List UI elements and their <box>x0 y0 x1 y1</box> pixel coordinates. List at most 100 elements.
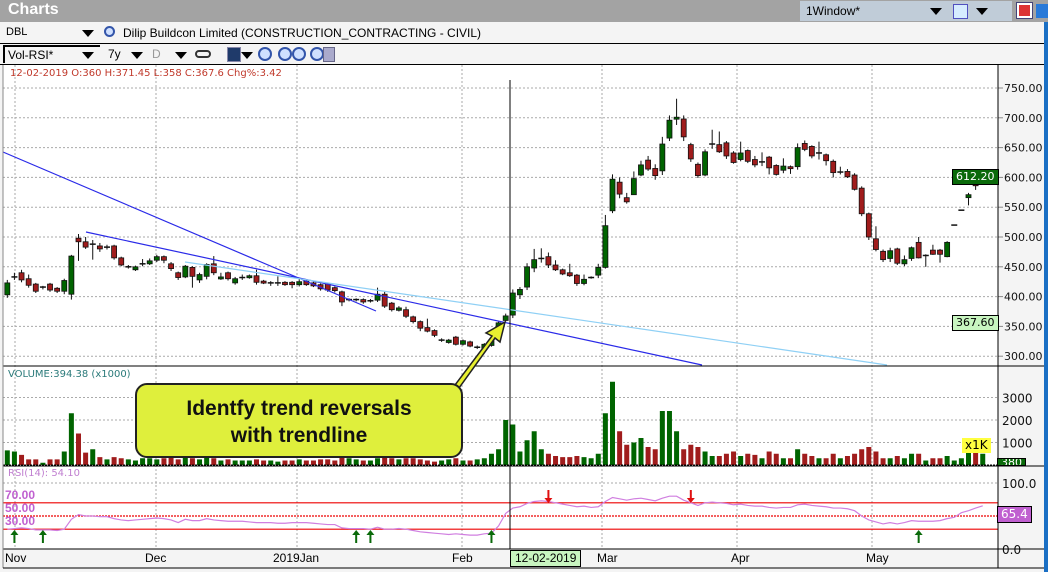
candle <box>47 283 53 291</box>
volume-bar <box>545 453 551 465</box>
volume-bar <box>147 458 153 465</box>
rsi-tick-label: 100.0 <box>1002 477 1036 491</box>
rsi-last-tag: 65.4 <box>997 506 1032 523</box>
volume-bar <box>61 451 67 465</box>
link-icon[interactable] <box>195 50 211 58</box>
chevron-down-icon[interactable] <box>82 30 94 37</box>
volume-bar <box>909 453 915 465</box>
candle <box>460 340 466 345</box>
candle <box>146 260 153 265</box>
zoom-in-icon[interactable] <box>258 47 272 61</box>
chevron-down-icon[interactable] <box>82 52 94 59</box>
volume-bar <box>980 453 986 465</box>
volume-bar <box>859 449 865 465</box>
volume-bar <box>638 438 644 465</box>
candle <box>168 263 174 269</box>
volume-bar <box>951 460 957 465</box>
candle <box>865 213 872 238</box>
volume-bar <box>239 460 245 465</box>
volume-bar <box>254 459 259 465</box>
candle <box>780 165 787 171</box>
rsi-line <box>7 495 983 536</box>
chevron-down-icon[interactable] <box>175 52 187 59</box>
volume-bar <box>723 453 729 465</box>
candle <box>360 299 367 303</box>
symbol-input[interactable]: DBL <box>6 26 28 38</box>
candle <box>801 143 808 150</box>
date-label-jan: 2019Jan <box>273 551 320 565</box>
volume-bar <box>873 451 879 465</box>
candle <box>111 245 117 259</box>
annotation-callout[interactable]: Identfy trend reversals with trendline <box>135 383 463 458</box>
candle <box>851 174 858 190</box>
candle <box>574 274 580 284</box>
ohlc-readout: 12-02-2019 O:360 H:371.45 L:358 C:367.6 … <box>10 68 282 79</box>
volume-bar <box>894 456 900 465</box>
volume-bar <box>930 458 936 465</box>
volume-bar <box>966 449 971 465</box>
candle <box>823 154 829 162</box>
volume-bar <box>90 449 96 465</box>
candle <box>182 265 189 278</box>
chevron-down-icon[interactable] <box>131 52 143 59</box>
app-title: Charts <box>8 1 59 18</box>
volume-bar <box>389 458 395 465</box>
volume-bar <box>617 431 623 465</box>
rsi-level-30: 30.00 <box>5 514 36 528</box>
candle <box>289 281 296 286</box>
volume-bar <box>830 453 836 465</box>
volume-bar <box>631 442 637 465</box>
volume-bar <box>339 454 345 465</box>
volume-bar <box>154 459 160 465</box>
candle <box>666 119 673 139</box>
search-icon[interactable] <box>104 26 115 37</box>
candle <box>808 146 815 157</box>
volume-bar <box>944 456 950 465</box>
candle <box>203 264 210 277</box>
volume-bar <box>802 453 808 465</box>
volume-bar <box>674 431 680 465</box>
volume-bar <box>282 460 288 465</box>
volume-bar <box>4 450 10 465</box>
chart-type-icon[interactable] <box>227 47 241 62</box>
rsi-level-50: 50.00 <box>5 501 36 515</box>
candle <box>374 293 381 301</box>
volume-bar <box>901 458 907 465</box>
volume-bar <box>54 459 60 465</box>
zoom-area-icon[interactable] <box>292 47 306 61</box>
volume-bar <box>446 459 452 465</box>
volume-bar <box>118 458 124 465</box>
volume-bar <box>716 456 722 465</box>
interval-select[interactable]: D <box>152 47 161 61</box>
volume-bar <box>182 456 188 465</box>
chevron-down-icon[interactable] <box>241 52 253 59</box>
volume-bar <box>296 459 302 465</box>
volume-bar <box>453 458 459 465</box>
layout-icon[interactable] <box>953 4 968 19</box>
candle <box>246 275 253 279</box>
volume-bar <box>40 462 46 465</box>
candle <box>752 159 758 166</box>
period-select[interactable]: 7y <box>108 47 121 61</box>
trendline-light <box>184 261 888 366</box>
window-select[interactable]: 1Window* <box>800 1 1012 21</box>
zoom-out-icon[interactable] <box>278 47 292 61</box>
volume-bar <box>574 456 580 465</box>
settings-icon[interactable] <box>323 47 335 62</box>
candle <box>880 250 886 261</box>
maximize-icon[interactable] <box>1016 2 1033 19</box>
volume-bar <box>47 459 53 465</box>
date-label-nov: Nov <box>5 551 27 565</box>
volume-bar <box>332 460 338 465</box>
exit-icon[interactable] <box>1036 4 1048 18</box>
candle <box>410 316 417 323</box>
volume-bar <box>709 456 715 465</box>
candle <box>737 152 744 160</box>
candle <box>552 264 559 271</box>
candle <box>403 309 409 317</box>
volume-bar <box>360 460 366 465</box>
volume-bar <box>140 458 146 465</box>
price-tick-label: 450.00 <box>1004 261 1043 274</box>
template-select[interactable]: Vol-RSI* <box>3 45 100 63</box>
